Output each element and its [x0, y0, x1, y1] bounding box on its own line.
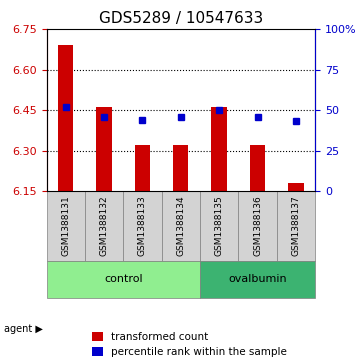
Bar — [288, 183, 304, 191]
Title: GDS5289 / 10547633: GDS5289 / 10547633 — [99, 12, 263, 26]
Bar — [58, 45, 73, 191]
Legend: transformed count, percentile rank within the sample: transformed count, percentile rank withi… — [88, 327, 291, 362]
FancyBboxPatch shape — [123, 191, 161, 261]
Text: GSM1388134: GSM1388134 — [176, 196, 185, 256]
Text: agent ▶: agent ▶ — [4, 323, 43, 334]
Bar — [250, 145, 265, 191]
FancyBboxPatch shape — [161, 191, 200, 261]
Text: GSM1388132: GSM1388132 — [100, 196, 108, 256]
FancyBboxPatch shape — [47, 261, 200, 298]
Text: GSM1388136: GSM1388136 — [253, 196, 262, 256]
Text: GSM1388137: GSM1388137 — [291, 196, 300, 256]
FancyBboxPatch shape — [85, 191, 123, 261]
Bar — [212, 107, 227, 191]
FancyBboxPatch shape — [47, 191, 85, 261]
Text: GSM1388131: GSM1388131 — [61, 196, 70, 256]
FancyBboxPatch shape — [200, 261, 315, 298]
Text: ovalbumin: ovalbumin — [228, 274, 287, 284]
Bar — [173, 145, 188, 191]
Text: GSM1388133: GSM1388133 — [138, 196, 147, 256]
FancyBboxPatch shape — [277, 191, 315, 261]
Text: control: control — [104, 274, 142, 284]
Bar — [135, 145, 150, 191]
Text: GSM1388135: GSM1388135 — [215, 196, 224, 256]
FancyBboxPatch shape — [238, 191, 277, 261]
FancyBboxPatch shape — [200, 191, 238, 261]
Bar — [96, 107, 112, 191]
